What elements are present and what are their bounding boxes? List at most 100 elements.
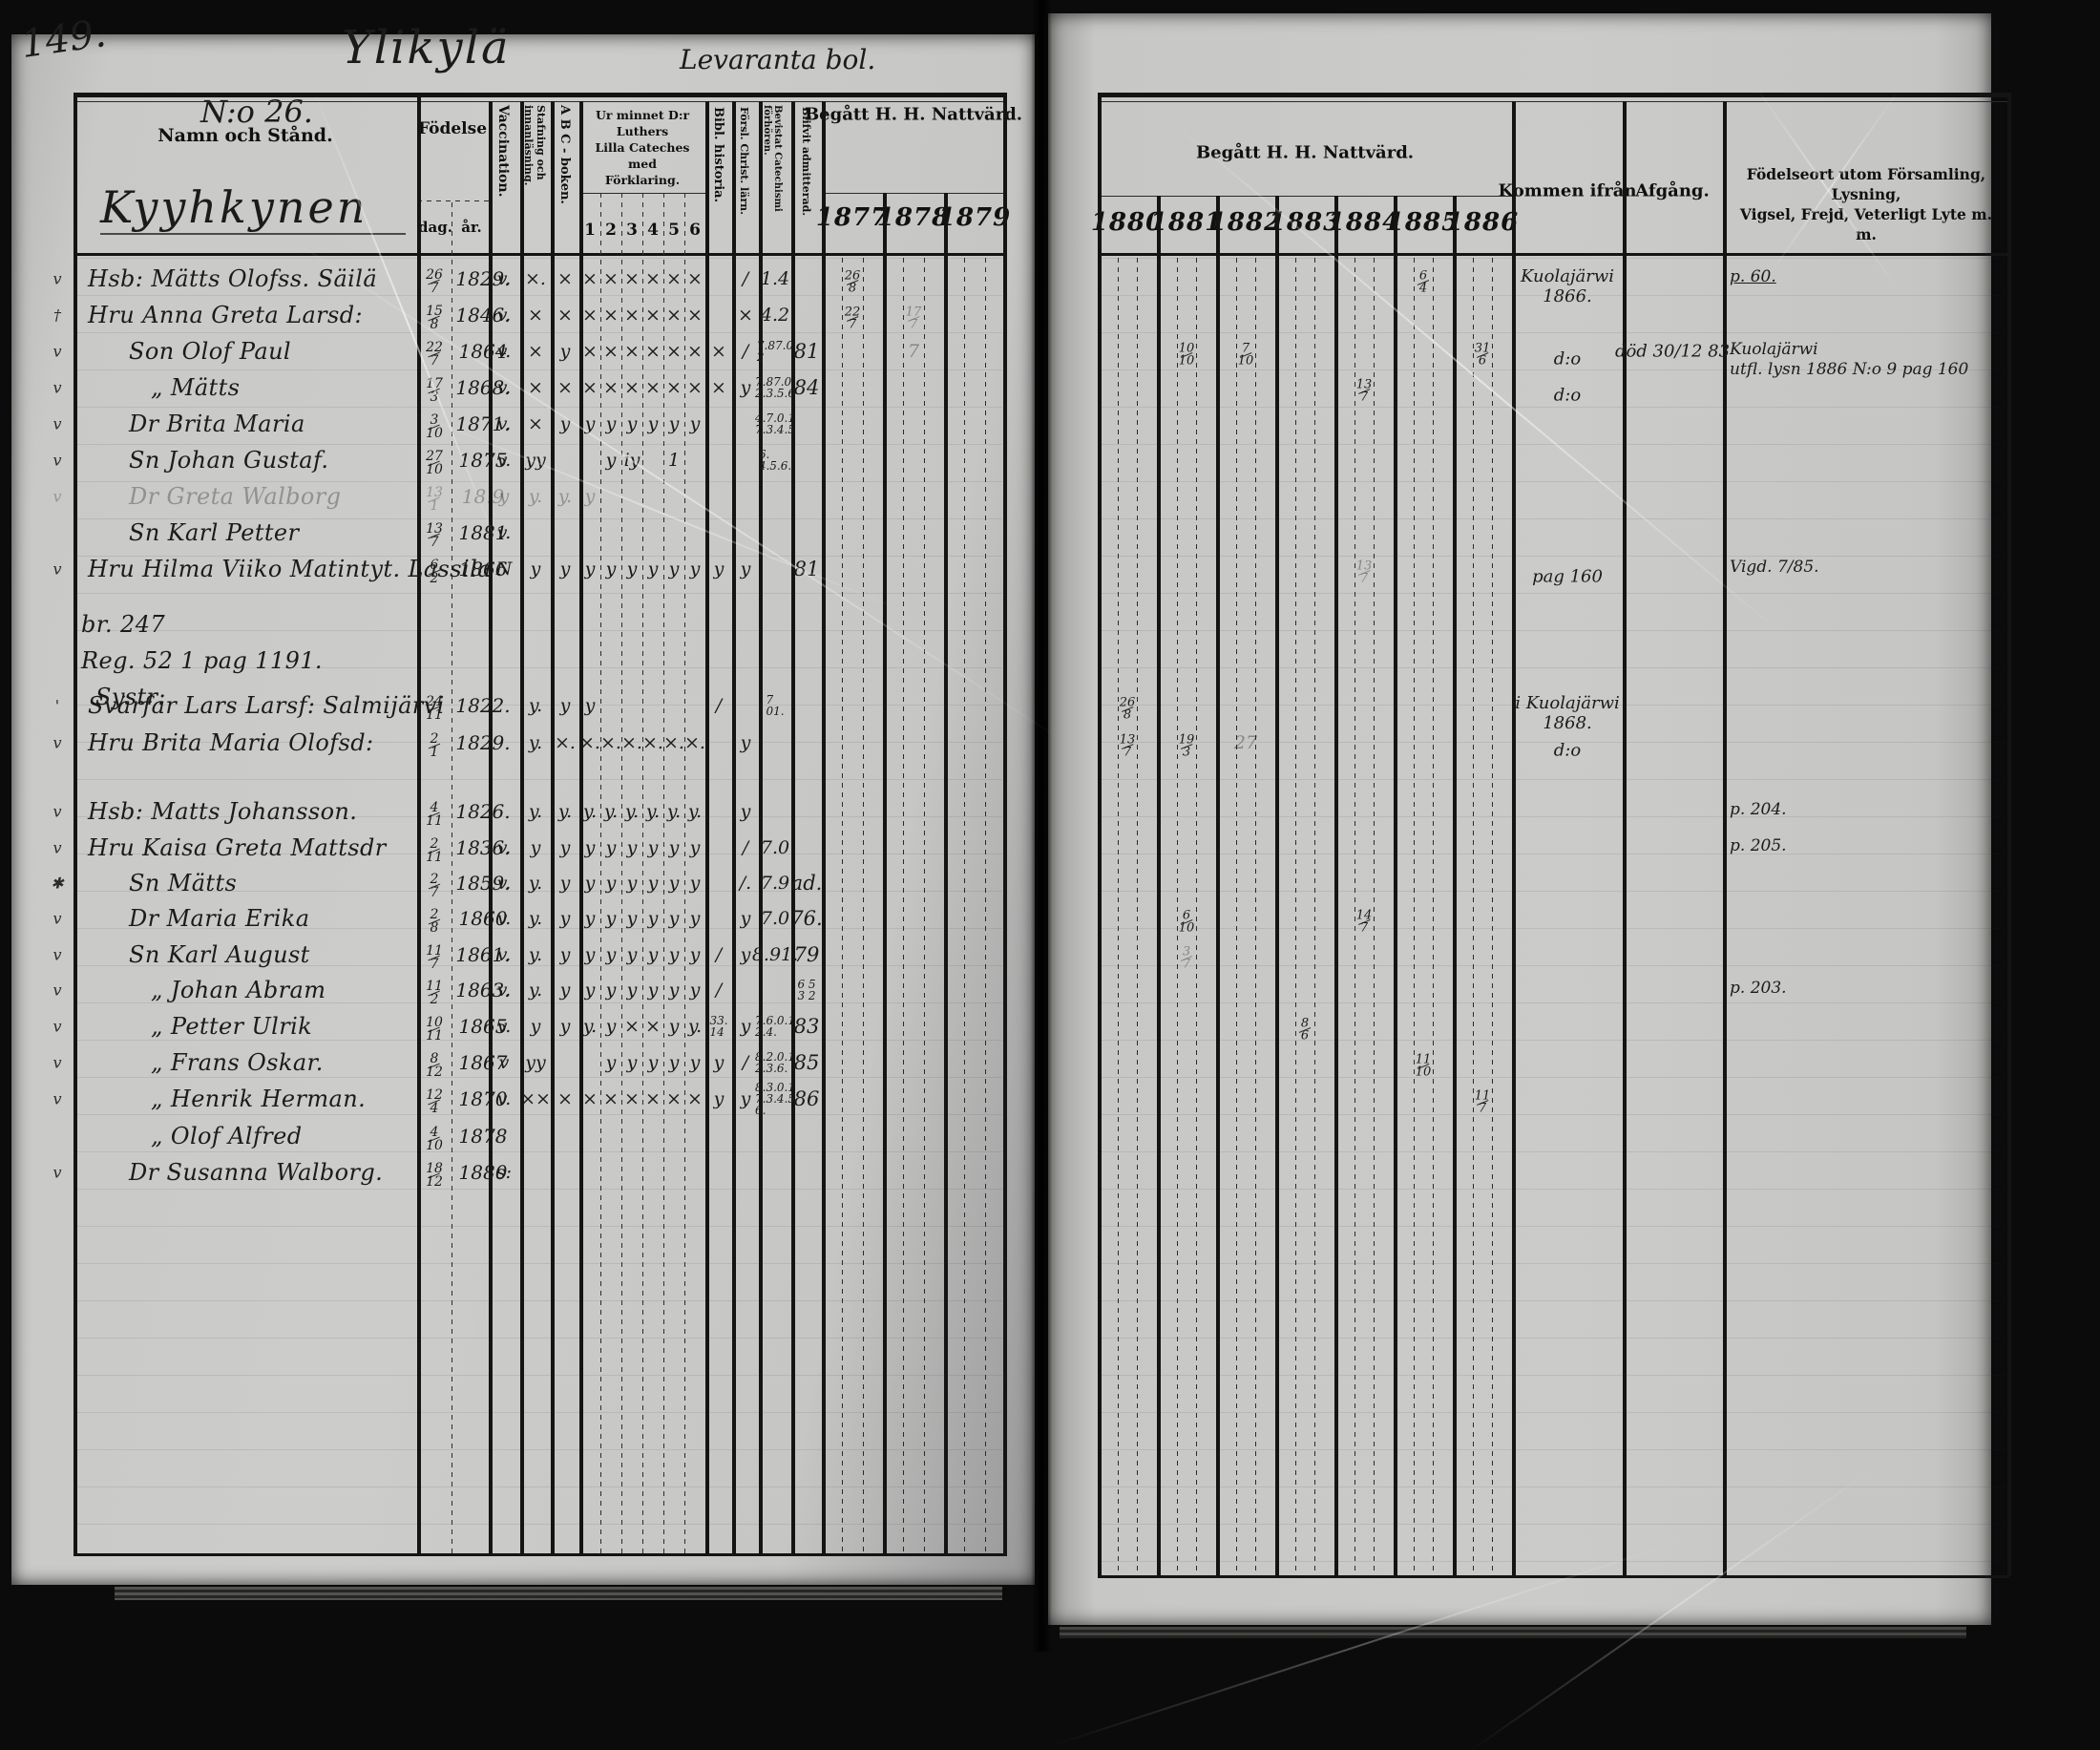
handwritten-mark: v (52, 559, 62, 579)
table-line (642, 193, 643, 1553)
name-entry: Systr: (95, 684, 166, 710)
name-entry: Sn Karl August (129, 941, 310, 968)
handwritten-mark: y (530, 559, 541, 580)
handwritten-mark: y (605, 1016, 617, 1037)
cateches-col-3: 3 (626, 221, 638, 240)
handwritten-mark: v (52, 1089, 62, 1108)
handwritten-mark: ' (54, 696, 60, 715)
handwritten-mark: v (52, 1017, 62, 1036)
handwritten-mark: p. 203. (1730, 979, 1787, 998)
handwritten-mark: y (584, 873, 596, 894)
village-title: Ylikylä (342, 21, 511, 74)
handwritten-mark: 4 11 (426, 800, 443, 829)
handwritten-mark: y. (528, 873, 543, 894)
table-line (1314, 258, 1315, 1575)
handwritten-mark: y (559, 908, 571, 929)
handwritten-mark: y (647, 944, 659, 965)
handwritten-mark: v (52, 945, 62, 964)
name-entry: Dr Maria Erika (129, 905, 310, 932)
name-entry: Hsb: Matts Johansson. (88, 798, 358, 825)
name-entry: „ Mätts (151, 374, 241, 401)
handwritten-mark: × (603, 377, 619, 398)
name-entry: Sn Mätts (129, 870, 238, 896)
col-header-cateches: Ur minnet D:r Luthers Lilla Cateches med… (580, 107, 704, 188)
handwritten-mark: y (689, 873, 701, 894)
handwritten-mark: yy (525, 1052, 546, 1073)
handwritten-mark: 8.3.0.1 7.3.4.5 6. (755, 1081, 795, 1117)
handwritten-mark: × (666, 1088, 682, 1109)
col-header-abc: A B C - boken. (557, 105, 572, 204)
handwritten-mark: y (498, 486, 510, 507)
handwritten-mark: y (626, 837, 638, 858)
handwritten-mark: y (605, 944, 617, 965)
table-line (964, 258, 965, 1553)
handwritten-mark: 76. (790, 907, 823, 930)
handwritten-mark: y (626, 413, 638, 434)
handwritten-mark: v (52, 269, 62, 288)
handwritten-mark: 33. 14 (709, 1014, 728, 1039)
handwritten-mark: × (557, 1088, 573, 1109)
handwritten-mark: y (626, 944, 638, 965)
name-entry: „ Frans Oskar. (151, 1049, 324, 1076)
handwritten-mark: 7.87.0 2 (756, 339, 794, 364)
handwritten-mark: y (559, 559, 571, 580)
table-line (74, 93, 1005, 97)
handwritten-mark: v. (496, 268, 512, 289)
table-line (74, 253, 1005, 256)
handwritten-mark: 1829. (455, 267, 511, 290)
table-line (705, 101, 709, 1553)
handwritten-mark: / (715, 944, 723, 965)
handwritten-mark: y (559, 341, 571, 362)
handwritten-mark: d:o (1553, 740, 1582, 761)
handwritten-mark: 10 10 (1178, 341, 1195, 369)
handwritten-mark: y (605, 837, 617, 858)
handwritten-mark: 1863. (455, 979, 511, 1002)
handwritten-mark: 1.4 (760, 268, 790, 289)
handwritten-mark: 85 (793, 1051, 820, 1074)
name-entry: Hru Anna Greta Larsd: (88, 302, 363, 328)
name-entry: „ Johan Abram (151, 977, 326, 1003)
handwritten-mark: 86 (793, 1087, 820, 1110)
handwritten-mark: y. (528, 801, 543, 822)
handwritten-mark: 22 7 (844, 305, 861, 332)
handwritten-mark: y (740, 908, 751, 929)
handwritten-mark: 26 8 (844, 268, 861, 296)
table-line (1723, 101, 1727, 1575)
table-line (684, 193, 685, 1553)
handwritten-mark: y. (557, 486, 573, 507)
right-page (1048, 13, 1991, 1625)
handwritten-mark: y (689, 1052, 701, 1073)
handwritten-mark: y (740, 377, 751, 398)
handwritten-mark: ×. (525, 268, 546, 289)
handwritten-mark: × (582, 1088, 598, 1109)
handwritten-mark: d:o (1553, 385, 1582, 406)
handwritten-mark: ×. (684, 732, 705, 753)
handwritten-mark: v (52, 733, 62, 752)
handwritten-mark: 24 11 (426, 694, 443, 723)
handwritten-mark: y (605, 559, 617, 580)
name-entry: Dr Susanna Walborg. (129, 1159, 384, 1186)
cateches-line1: Ur minnet D:r Luthers (595, 108, 690, 138)
handwritten-mark: y (740, 732, 751, 753)
handwritten-mark: × (687, 305, 703, 326)
year-1886: 1886 (1445, 208, 1520, 237)
handwritten-mark: y (647, 873, 659, 894)
table-line (489, 101, 493, 1553)
handwritten-mark: × (603, 268, 619, 289)
handwritten-mark: v. (496, 377, 512, 398)
handwritten-mark: v (52, 1053, 62, 1072)
col-header-afgang: Afgång. (1635, 180, 1710, 201)
table-line (1473, 258, 1474, 1575)
handwritten-mark: v (52, 838, 62, 857)
handwritten-mark: × (738, 305, 753, 326)
handwritten-mark: × (528, 341, 543, 362)
handwritten-mark: × (528, 305, 543, 326)
table-line (579, 101, 583, 1553)
household-number: N:o 26. (200, 94, 313, 130)
name-entry: Svärfar Lars Larsf: Salmijärvi (88, 692, 445, 719)
handwritten-mark: y (647, 837, 659, 858)
handwritten-mark: 7 10 (1237, 341, 1254, 369)
table-line (903, 258, 904, 1553)
handwritten-mark: × (687, 377, 703, 398)
table-line (1453, 196, 1457, 1575)
